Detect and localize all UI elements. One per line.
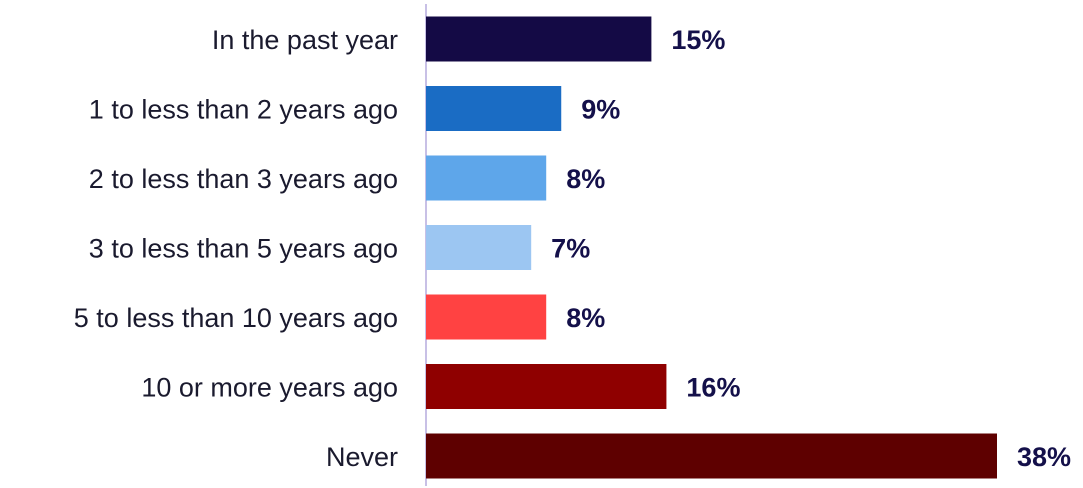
bar-7 xyxy=(426,433,997,479)
value-labels-group: 15% 9% 8% 7% 8% 16% 38% xyxy=(551,25,1071,472)
bar-2 xyxy=(426,86,562,131)
category-label-1: In the past year xyxy=(212,25,398,55)
value-label-4: 7% xyxy=(551,234,590,264)
bar-1 xyxy=(426,16,652,62)
value-label-2: 9% xyxy=(581,95,620,125)
category-labels-group: In the past year 1 to less than 2 years a… xyxy=(74,25,398,472)
value-label-5: 8% xyxy=(566,303,605,333)
category-label-7: Never xyxy=(326,442,398,472)
value-label-3: 8% xyxy=(566,164,605,194)
bar-5 xyxy=(426,294,547,340)
bar-6 xyxy=(426,364,667,409)
bars-group xyxy=(426,16,997,479)
category-label-3: 2 to less than 3 years ago xyxy=(89,164,398,194)
category-label-5: 5 to less than 10 years ago xyxy=(74,303,398,333)
category-label-6: 10 or more years ago xyxy=(141,373,398,403)
value-label-6: 16% xyxy=(686,373,740,403)
value-label-1: 15% xyxy=(671,25,725,55)
bar-3 xyxy=(426,155,547,201)
category-label-2: 1 to less than 2 years ago xyxy=(89,95,398,125)
category-label-4: 3 to less than 5 years ago xyxy=(89,234,398,264)
bar-4 xyxy=(426,225,532,270)
value-label-7: 38% xyxy=(1017,442,1071,472)
